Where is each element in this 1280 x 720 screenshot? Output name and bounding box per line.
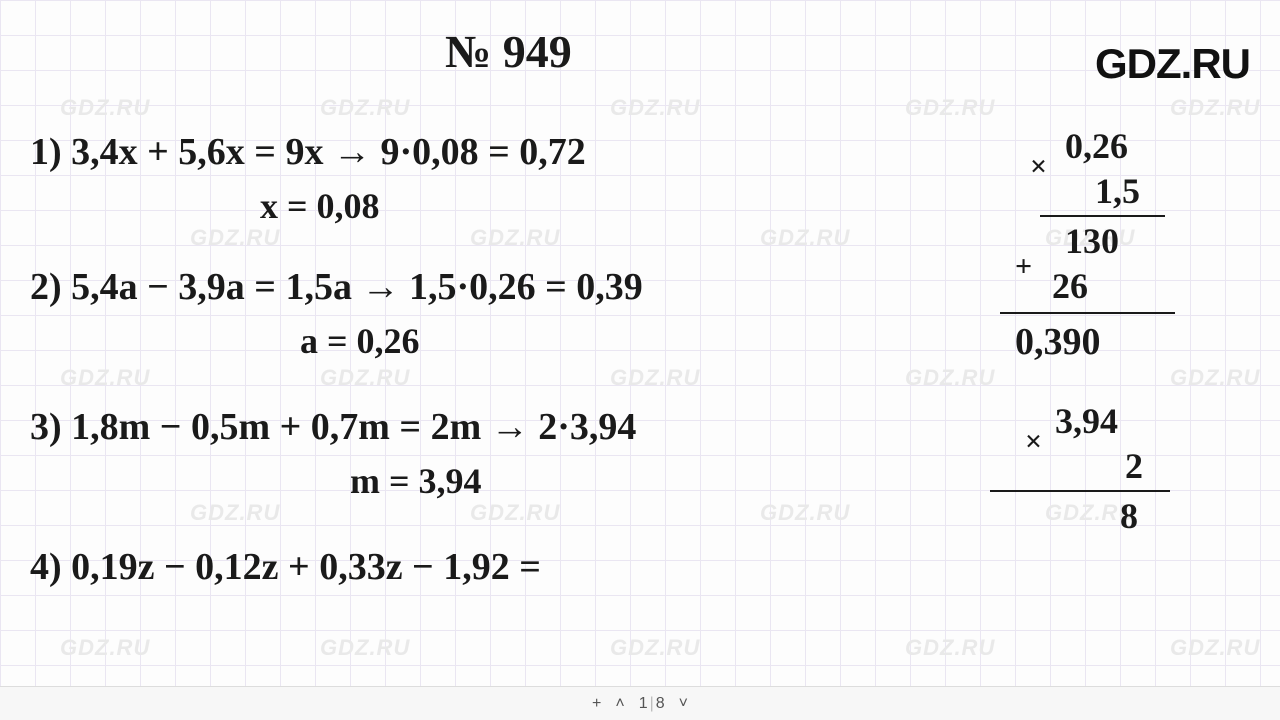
line1-equation: 1) 3,4x + 5,6x = 9x → 9·0,08 = 0,72 xyxy=(30,130,586,174)
mult1-partial-2: 26 xyxy=(1052,265,1088,307)
line2-substitution: a = 0,26 xyxy=(300,320,420,362)
page-footer: + ˄ 1|8 ˅ xyxy=(0,686,1280,720)
page-total: 8 xyxy=(656,695,665,712)
page-current: 1 xyxy=(639,695,648,712)
next-page-icon[interactable]: ˅ xyxy=(679,695,688,713)
content-layer: GDZ.RU № 949 1) 3,4x + 5,6x = 9x → 9·0,0… xyxy=(0,0,1280,720)
mult2-operand-b: 2 xyxy=(1125,445,1143,487)
line3-substitution: m = 3,94 xyxy=(350,460,482,502)
mult1-times-symbol: × xyxy=(1030,150,1047,184)
line3-equation: 3) 1,8m − 0,5m + 0,7m = 2m → 2·3,94 xyxy=(30,405,636,449)
site-logo: GDZ.RU xyxy=(1095,40,1250,88)
line4-equation: 4) 0,19z − 0,12z + 0,33z − 1,92 = xyxy=(30,545,541,589)
mult2-times-symbol: × xyxy=(1025,425,1042,459)
mult1-result: 0,390 xyxy=(1015,320,1101,364)
mult1-rule-1 xyxy=(1040,215,1165,217)
mult1-plus-symbol: + xyxy=(1015,250,1032,284)
line2-equation: 2) 5,4a − 3,9a = 1,5a → 1,5·0,26 = 0,39 xyxy=(30,265,643,309)
zoom-in-icon[interactable]: + xyxy=(592,695,601,713)
line1-substitution: x = 0,08 xyxy=(260,185,380,227)
mult1-operand-b: 1,5 xyxy=(1095,170,1140,212)
mult2-rule-1 xyxy=(990,490,1170,492)
page-separator: | xyxy=(648,695,656,712)
mult1-operand-a: 0,26 xyxy=(1065,125,1128,167)
title: № 949 xyxy=(445,25,572,78)
mult1-partial-1: 130 xyxy=(1065,220,1119,262)
page-indicator: 1|8 xyxy=(639,695,665,713)
prev-page-icon[interactable]: ˄ xyxy=(615,695,624,713)
mult1-rule-2 xyxy=(1000,312,1175,314)
mult2-operand-a: 3,94 xyxy=(1055,400,1118,442)
mult2-result: 8 xyxy=(1120,495,1138,537)
